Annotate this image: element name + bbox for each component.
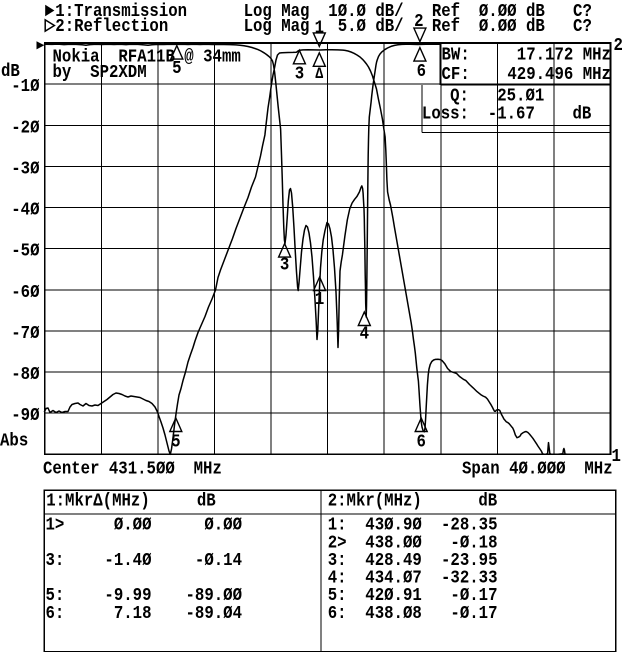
svg-text:434.Ø7: 434.Ø7 xyxy=(365,569,421,589)
svg-text:3: 3 xyxy=(295,64,304,84)
svg-text:1: 1 xyxy=(315,18,324,38)
svg-text:-Ø.17: -Ø.17 xyxy=(450,604,497,624)
svg-text:1:Transmission Log Mag 1: 1:Transmission Log Mag 1Ø.Ø dB/ Ref Ø.ØØ… xyxy=(55,2,592,22)
svg-text:4:: 4: xyxy=(328,569,347,589)
svg-text:2: 2 xyxy=(614,36,623,56)
svg-text:-1.4Ø: -1.4Ø xyxy=(104,551,151,571)
svg-text:-23.95: -23.95 xyxy=(441,551,497,571)
svg-text:Ø.ØØ: Ø.ØØ xyxy=(204,516,242,536)
svg-text:-9Ø: -9Ø xyxy=(11,406,39,426)
svg-text:438.ØØ: 438.ØØ xyxy=(365,533,421,553)
svg-text:-1Ø: -1Ø xyxy=(11,77,39,97)
svg-text:7.18: 7.18 xyxy=(114,604,152,624)
svg-text:1>: 1> xyxy=(46,516,65,536)
svg-text:-4Ø: -4Ø xyxy=(11,200,39,220)
svg-text:428.49: 428.49 xyxy=(365,551,421,571)
svg-text:Span 4Ø.ØØØ MHz: Span 4Ø.ØØØ MHz xyxy=(462,459,613,479)
svg-text:Δ: Δ xyxy=(315,66,323,83)
svg-text:42Ø.91: 42Ø.91 xyxy=(365,586,421,606)
svg-text:1: 1 xyxy=(612,447,621,467)
svg-text:1:MkrΔ(MHz) dB: 1:MkrΔ(MHz) dB xyxy=(46,491,215,511)
svg-text:5:: 5: xyxy=(46,586,65,606)
svg-text:-9.99: -9.99 xyxy=(104,586,151,606)
svg-text:2>: 2> xyxy=(328,533,347,553)
svg-text:-3Ø: -3Ø xyxy=(11,159,39,179)
svg-text:1: 1 xyxy=(315,290,324,310)
svg-text:2: 2 xyxy=(414,12,423,32)
svg-text:CF: 429.496 MHz: CF: 429.496 MHz xyxy=(442,65,611,85)
svg-text:-7Ø: -7Ø xyxy=(11,324,39,344)
svg-text:-89.Ø4: -89.Ø4 xyxy=(186,604,242,624)
svg-text:3: 3 xyxy=(280,255,289,275)
svg-text:Abs: Abs xyxy=(0,431,28,451)
svg-text:4: 4 xyxy=(360,324,369,344)
svg-text:3:: 3: xyxy=(328,551,347,571)
svg-text:6: 6 xyxy=(416,432,425,452)
svg-text:2:Mkr(MHz) dB: 2:Mkr(MHz) dB xyxy=(328,491,497,511)
svg-text:-2Ø: -2Ø xyxy=(11,118,39,138)
svg-text:438.Ø8: 438.Ø8 xyxy=(365,604,421,624)
svg-text:Loss: -1.67 dB: Loss: -1.67 dB xyxy=(422,104,591,124)
svg-text:-8Ø: -8Ø xyxy=(11,365,39,385)
svg-text:5: 5 xyxy=(171,432,180,452)
svg-text:2:Reflection Log Mag: 2:Reflection Log Mag 5.Ø dB/ Ref Ø.ØØ dB… xyxy=(55,17,592,37)
svg-text:1:: 1: xyxy=(328,516,347,536)
svg-text:5:: 5: xyxy=(328,586,347,606)
svg-text:Q: 25.Ø1: Q: 25.Ø1 xyxy=(422,86,544,106)
svg-text:-5Ø: -5Ø xyxy=(11,242,39,262)
svg-text:43Ø.9Ø: 43Ø.9Ø xyxy=(365,516,421,536)
svg-text:5: 5 xyxy=(172,59,181,79)
svg-text:Nokia RFA11B @ 34mm: Nokia RFA11B @ 34mm xyxy=(53,47,241,67)
svg-text:-Ø.17: -Ø.17 xyxy=(450,586,497,606)
svg-text:-32.33: -32.33 xyxy=(441,569,497,589)
svg-text:Ø.ØØ: Ø.ØØ xyxy=(114,516,152,536)
svg-text:6:: 6: xyxy=(46,604,65,624)
svg-text:-Ø.14: -Ø.14 xyxy=(195,551,242,571)
svg-text:BW: 17.172 MHz: BW: 17.172 MHz xyxy=(442,45,611,65)
svg-text:6: 6 xyxy=(417,62,426,82)
svg-text:3:: 3: xyxy=(46,551,65,571)
svg-text:-Ø.18: -Ø.18 xyxy=(450,533,497,553)
svg-text:-6Ø: -6Ø xyxy=(11,283,39,303)
svg-text:-89.ØØ: -89.ØØ xyxy=(186,586,242,606)
svg-text:-28.35: -28.35 xyxy=(441,516,497,536)
svg-text:Center 431.5ØØ MHz: Center 431.5ØØ MHz xyxy=(43,459,222,479)
svg-text:by SP2XDM: by SP2XDM xyxy=(53,63,147,83)
svg-text:6:: 6: xyxy=(328,604,347,624)
svg-text:dB: dB xyxy=(1,62,20,82)
